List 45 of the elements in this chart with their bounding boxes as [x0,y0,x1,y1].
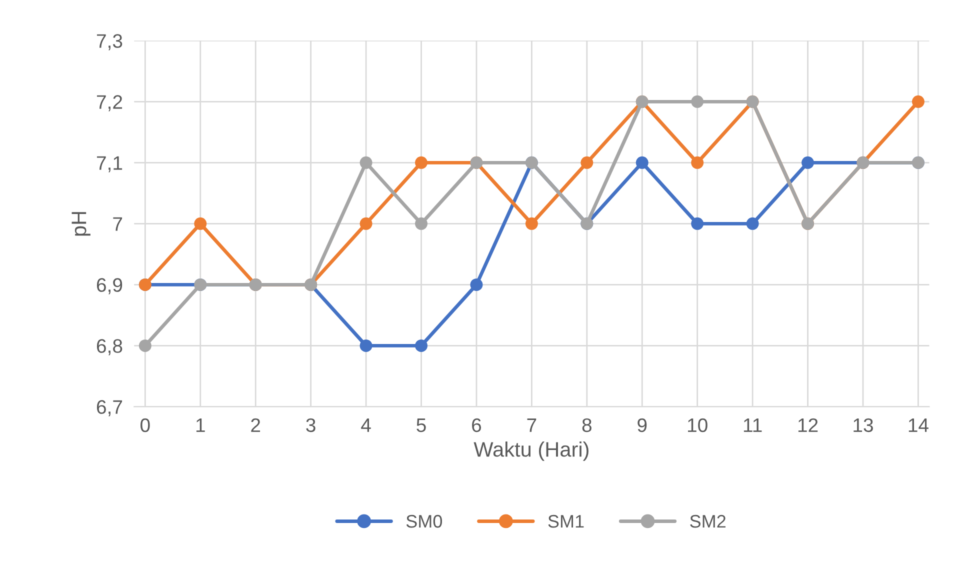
point [802,156,814,169]
legend-label: SM1 [548,514,584,528]
point [525,217,538,230]
point [691,217,704,230]
x-tick-label: 9 [638,418,647,432]
point [912,95,924,108]
x-tick-label: 3 [306,418,316,432]
y-tick-label: 7,1 [96,156,122,172]
x-tick-label: 11 [744,418,762,432]
y-tick-label: 7,2 [96,95,122,112]
x-tick-label: 1 [196,418,205,432]
x-tick-label: 13 [854,418,873,432]
point [415,217,428,230]
x-tick-label: 10 [688,418,708,432]
x-tick-label: 6 [472,418,482,432]
x-tick-label: 2 [251,418,260,432]
x-tick-label: 12 [798,418,818,432]
point [470,278,483,291]
point [636,156,648,169]
y-tick-label: 7,3 [96,34,122,50]
x-axis-title: Waktu (Hari) [474,441,588,461]
point [138,339,152,352]
x-tick-label: 7 [527,418,536,432]
y-axis-title: pH [72,212,90,236]
point [415,156,428,169]
point [691,156,704,169]
y-tick-label: 7 [113,217,122,231]
point [360,339,372,352]
point [360,217,372,230]
legend-label: SM0 [406,514,442,528]
y-tick-label: 6,8 [96,339,122,356]
legend-label: SM2 [690,514,726,528]
point [746,217,759,230]
y-tick-label: 6,7 [96,400,122,416]
point [415,339,428,352]
x-tick-label: 0 [140,418,150,432]
x-tick-label: 4 [361,418,371,432]
point [360,156,372,169]
x-tick-label: 8 [582,418,592,432]
point [580,156,594,169]
x-tick-label: 5 [416,418,426,432]
y-tick-label: 6,9 [96,278,122,294]
point [194,217,207,230]
point [691,95,704,108]
x-tick-label: 14 [908,418,928,432]
